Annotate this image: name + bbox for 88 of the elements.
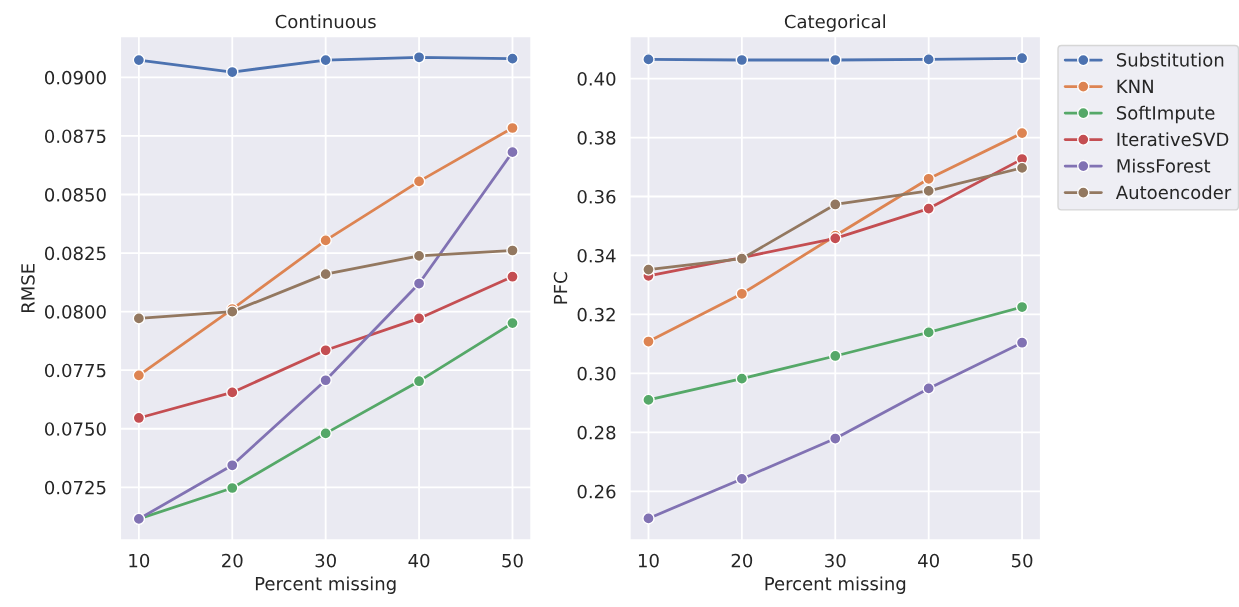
point: [829, 198, 842, 211]
x-tick-label: 10: [638, 553, 659, 568]
point: [1015, 126, 1029, 140]
chart-title: Categorical: [784, 14, 885, 32]
point: [735, 372, 749, 385]
x-tick-label: 40: [918, 553, 939, 568]
point: [642, 53, 655, 66]
point: [922, 184, 935, 198]
y-tick-label: 0.0875: [45, 129, 106, 144]
point: [412, 277, 426, 290]
point: [226, 481, 239, 495]
y-tick-label: 0.38: [577, 130, 616, 145]
point: [412, 312, 426, 325]
y-tick-label: 0.0800: [45, 305, 106, 319]
point: [506, 121, 519, 135]
y-axis-title: PFC: [553, 272, 568, 304]
point: [922, 382, 935, 395]
point: [412, 374, 426, 388]
point: [735, 472, 749, 486]
point: [829, 349, 842, 363]
chart-title: Continuous: [275, 14, 376, 29]
point: [132, 312, 146, 325]
point: [132, 369, 146, 382]
legend-label: Substitution: [1116, 52, 1224, 67]
y-tick-label: 0.0775: [45, 363, 106, 378]
x-tick-label: 20: [731, 553, 753, 568]
x-tick-label: 50: [1011, 553, 1033, 568]
point: [319, 374, 332, 387]
point: [506, 145, 519, 159]
y-tick-label: 0.30: [577, 366, 616, 381]
y-tick-label: 0.0825: [45, 246, 106, 261]
y-tick-label: 0.32: [577, 307, 615, 322]
point: [1015, 51, 1029, 65]
point: [922, 53, 935, 66]
point: [319, 53, 332, 67]
point: [412, 51, 426, 64]
x-tick-label: 50: [502, 553, 523, 568]
x-tick-label: 20: [222, 553, 243, 568]
y-tick-label: 0.0900: [45, 70, 106, 85]
y-tick-label: 0.26: [577, 484, 616, 499]
x-tick-label: 30: [825, 553, 846, 568]
point: [922, 202, 935, 215]
y-tick-label: 0.40: [577, 72, 616, 86]
point: [506, 244, 519, 257]
x-tick-label: 30: [315, 553, 336, 568]
point: [506, 52, 519, 65]
point: [735, 53, 749, 67]
point: [829, 432, 842, 445]
legend-label: MissForest: [1117, 158, 1211, 173]
point: [506, 270, 519, 283]
x-tick-label: 40: [408, 553, 430, 568]
point: [642, 263, 655, 276]
point: [412, 175, 426, 188]
point: [226, 386, 239, 399]
y-tick-label: 0.0850: [45, 187, 106, 202]
legend-label: SoftImpute: [1116, 105, 1215, 124]
legend-label: IterativeSVD: [1117, 132, 1229, 147]
y-tick-label: 0.28: [577, 425, 616, 440]
point: [412, 249, 426, 263]
point: [922, 326, 935, 339]
point: [506, 316, 519, 330]
legend-label: KNN: [1117, 79, 1153, 93]
point: [319, 267, 332, 281]
point: [1015, 300, 1029, 314]
y-tick-label: 0.0725: [45, 480, 106, 495]
x-axis-title: Percent missing: [255, 576, 396, 594]
x-tick-label: 10: [129, 553, 150, 568]
point: [1015, 336, 1029, 349]
y-axis-title: RMSE: [21, 263, 35, 313]
point: [319, 427, 332, 440]
point: [642, 393, 655, 407]
point: [319, 344, 332, 357]
y-tick-label: 0.0750: [45, 422, 106, 436]
point: [922, 172, 935, 186]
point: [642, 512, 655, 525]
y-tick-label: 0.34: [577, 248, 616, 263]
point: [226, 459, 239, 472]
point: [319, 234, 332, 247]
point: [1015, 161, 1029, 175]
point: [132, 53, 146, 67]
point: [735, 287, 749, 301]
point: [132, 411, 146, 425]
legend-label: Autoencoder: [1115, 185, 1232, 200]
point: [642, 335, 655, 348]
y-tick-label: 0.36: [577, 189, 616, 204]
x-axis-title: Percent missing: [765, 576, 906, 594]
point: [829, 53, 842, 67]
point: [226, 65, 239, 79]
